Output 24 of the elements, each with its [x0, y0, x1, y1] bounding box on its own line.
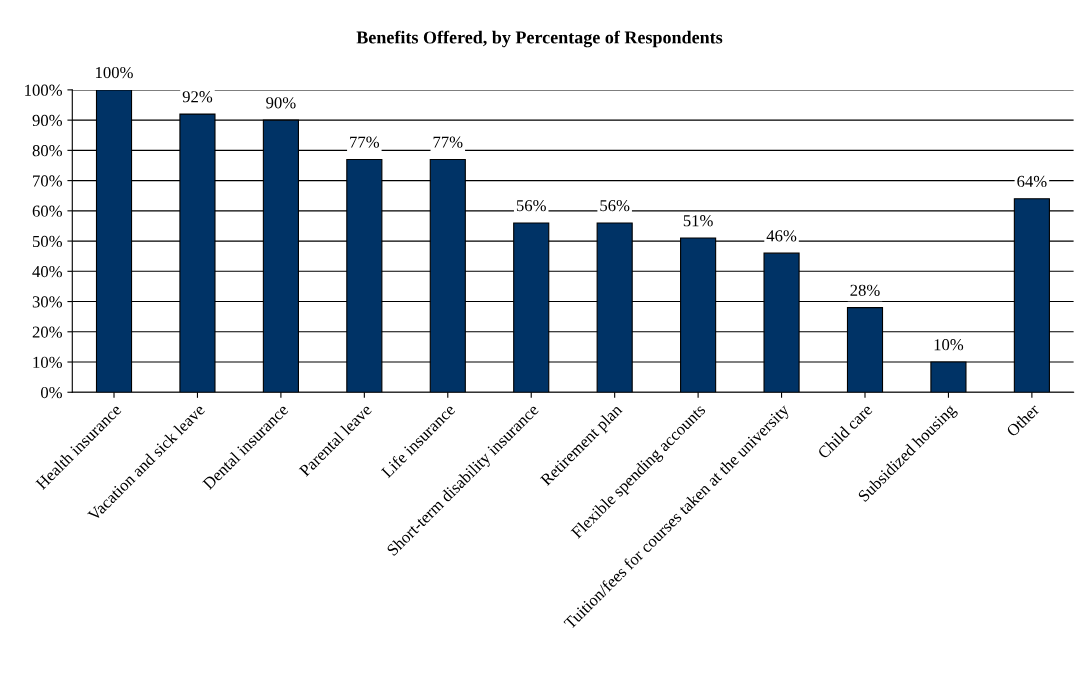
y-tick-label: 0%	[40, 386, 62, 399]
data-label: 77%	[350, 136, 380, 148]
data-label: 56%	[516, 199, 546, 212]
y-tick-label: 50%	[32, 235, 62, 248]
data-label: 56%	[600, 199, 630, 212]
data-label: 64%	[1017, 175, 1047, 188]
data-label: 92%	[182, 91, 213, 103]
y-tick-label: 60%	[32, 205, 62, 217]
y-tick-label: 30%	[32, 296, 62, 308]
y-tick-label: 40%	[32, 266, 62, 278]
chart-title: Benefits Offered, by Percentage of Respondents	[356, 30, 723, 48]
y-tick-label: 70%	[33, 175, 62, 187]
data-label: 90%	[266, 97, 296, 109]
data-label: 77%	[433, 136, 463, 148]
y-tick-label: 100%	[25, 84, 62, 96]
data-label: 100%	[96, 66, 133, 79]
y-tick-label: 80%	[32, 145, 62, 157]
data-label: 51%	[683, 215, 713, 227]
y-tick-label: 20%	[32, 326, 62, 338]
y-tick-label: 90%	[32, 114, 62, 127]
y-tick-label: 10%	[33, 356, 62, 369]
data-label: 28%	[850, 284, 880, 296]
data-label: 10%	[934, 339, 964, 351]
data-label: 46%	[766, 230, 797, 242]
